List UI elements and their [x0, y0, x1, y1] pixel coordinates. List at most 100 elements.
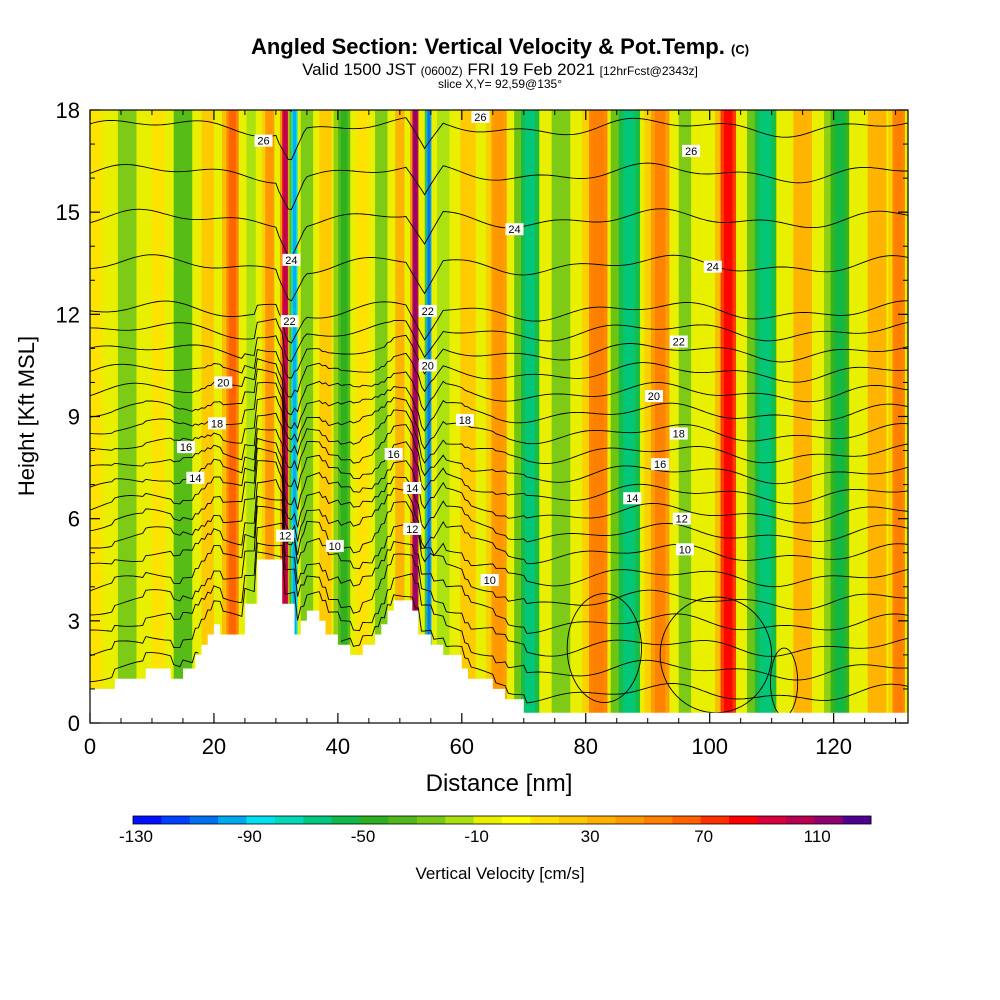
contour-label: 10 [329, 541, 341, 553]
contour-label-bg [325, 539, 344, 552]
velocity-band [173, 110, 193, 723]
valid-date: FRI 19 Feb 2021 [467, 60, 595, 79]
velocity-band-edge [410, 110, 413, 723]
contour-label-bg [418, 359, 437, 372]
velocity-band-core [267, 110, 273, 723]
contour-line [566, 593, 642, 704]
forecast-info: [12hrFcst@2343z] [599, 64, 698, 78]
colorbar-swatch [700, 816, 730, 824]
velocity-band-core [593, 110, 604, 723]
velocity-band [867, 110, 887, 723]
y-tick-label: 3 [68, 609, 80, 634]
contour-label: 22 [673, 337, 685, 349]
colorbar-swatch [757, 816, 787, 824]
velocity-band-edge [424, 110, 427, 723]
velocity-band-edge [289, 110, 292, 723]
colorbar-swatch [473, 816, 503, 824]
terrain-mask [90, 559, 908, 723]
colorbar-swatch [558, 816, 588, 824]
colorbar-swatch [615, 816, 645, 824]
velocity-band-edge [610, 110, 619, 723]
velocity-band [300, 110, 314, 723]
contour-label-bg [669, 427, 688, 440]
colorbar-swatch [189, 816, 219, 824]
velocity-band-core [724, 110, 733, 723]
velocity-band-core [229, 110, 236, 723]
contour-line [90, 368, 908, 432]
x-tick-label: 80 [574, 734, 598, 759]
contour-line [90, 162, 908, 211]
contour-label-bg [418, 304, 437, 317]
velocity-band-core [340, 110, 348, 723]
contour-label: 20 [648, 391, 660, 403]
colorbar-title: Vertical Velocity [cm/s] [415, 864, 585, 883]
velocity-band [395, 110, 405, 723]
contour-line [287, 110, 293, 112]
contour-label: 18 [673, 429, 685, 441]
colorbar-swatch [133, 816, 162, 824]
colorbar-tick-label: -10 [464, 827, 489, 846]
contour-line [659, 596, 773, 714]
velocity-band-edge [485, 110, 492, 723]
valid-prefix: Valid 1500 JST [302, 60, 416, 79]
contour-label: 14 [189, 473, 201, 485]
contour-label-bg [208, 417, 227, 430]
contour-line [90, 551, 908, 704]
chart-title-text: Angled Section: Vertical Velocity & Pot.… [250, 34, 725, 59]
contour-label: 12 [676, 514, 688, 526]
velocity-band [793, 110, 812, 723]
colorbar-tick-label: 30 [580, 827, 600, 846]
colorbar-frame [132, 815, 872, 825]
contour-label: 14 [406, 483, 418, 495]
contour-line [90, 254, 908, 302]
velocity-band-core [494, 110, 504, 723]
contour-label: 12 [406, 524, 418, 536]
contour-line [90, 208, 908, 258]
y-tick-label: 12 [56, 302, 80, 327]
colorbar-tick-label: 110 [803, 827, 831, 846]
colorbar-swatch [388, 816, 418, 824]
velocity-band [117, 110, 137, 723]
colorbar-tick-label: -50 [350, 827, 376, 846]
contour-line [90, 382, 908, 450]
contour-line [90, 542, 908, 681]
colorbar-swatch [274, 816, 304, 824]
y-axis-label: Height [Kft MSL] [14, 336, 39, 496]
contour-label-bg [471, 110, 490, 123]
contour-label-bg [177, 441, 196, 454]
velocity-band [437, 110, 450, 723]
y-tick-label: 0 [68, 711, 80, 736]
velocity-band-core [292, 110, 297, 723]
colorbar-swatch [842, 816, 872, 824]
contour-label-bg [672, 512, 691, 525]
contour-label-bg [675, 543, 694, 556]
contour-label: 10 [679, 544, 691, 556]
colorbar-swatch [445, 816, 475, 824]
contour-label-bg [455, 413, 474, 426]
colorbar-swatch [587, 816, 617, 824]
contour-line [90, 447, 908, 543]
contour-label-bg [254, 134, 273, 147]
velocity-band [551, 110, 571, 723]
vertical-velocity-field [90, 110, 908, 723]
contour-label: 20 [217, 377, 229, 389]
axes: 0 20 40 60 80 100 120 0 3 6 9 12 15 18 [56, 98, 908, 759]
contour-line [90, 505, 908, 634]
x-tick-label: 100 [691, 734, 728, 759]
velocity-band-core [834, 110, 845, 723]
contour-label-bg [480, 573, 499, 586]
velocity-band-edge [747, 110, 755, 723]
contour-label: 22 [283, 316, 295, 328]
contour-label: 24 [285, 255, 297, 267]
velocity-band-edge [582, 110, 589, 723]
contour-line [90, 437, 908, 524]
contour-label-bg [186, 471, 205, 484]
contour-label: 20 [422, 360, 434, 372]
colorbar-swatch [502, 816, 531, 824]
contour-label-bg [282, 253, 301, 266]
valid-utc: (0600Z) [420, 64, 463, 78]
colorbar-swatch [303, 816, 333, 824]
contour-label: 16 [388, 449, 400, 461]
contour-label: 18 [211, 418, 223, 430]
colorbar-tick-label: 70 [694, 827, 714, 846]
